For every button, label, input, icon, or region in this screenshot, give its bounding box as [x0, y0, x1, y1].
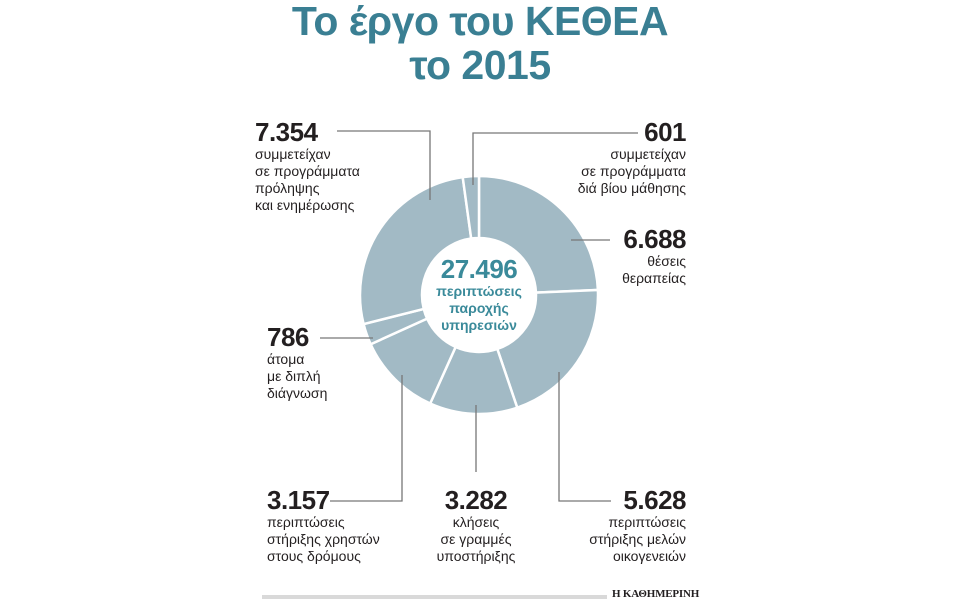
desc: θεραπείας — [622, 270, 686, 286]
desc: διάγνωση — [267, 385, 328, 401]
desc: κλήσεις — [452, 514, 500, 530]
chart-title-line2: το 2015 — [409, 42, 551, 88]
label-dual: 786 άτομα με διπλή διάγνωση — [267, 324, 327, 402]
chart-title-line1: Το έργο του ΚΕΘΕΑ — [291, 0, 669, 44]
donut-slice — [495, 288, 600, 410]
desc: περιπτώσεις — [608, 514, 686, 530]
desc: διά βίου μάθησης — [577, 180, 686, 196]
desc: με διπλή — [267, 368, 321, 384]
label-hotline: 3.282 κλήσεις σε γραμμές υποστήριξης — [416, 487, 536, 565]
desc: σε προγράμματα — [581, 163, 686, 179]
center-line: υπηρεσιών — [441, 317, 517, 333]
desc: θέσεις — [647, 253, 686, 269]
desc: συμμετείχαν — [610, 146, 686, 162]
value: 601 — [644, 117, 686, 147]
desc: και ενημέρωσης — [255, 197, 355, 213]
label-street: 3.157 περιπτώσεις στήριξης χρηστών στους… — [267, 487, 380, 565]
donut-center-label: 27.496 περιπτώσεις παροχής υπηρεσιών — [419, 255, 539, 334]
desc: περιπτώσεις — [267, 514, 345, 530]
value: 3.157 — [267, 485, 330, 515]
donut-slice — [477, 174, 600, 294]
leader-street — [330, 375, 403, 502]
value: 786 — [267, 322, 309, 352]
value: 5.628 — [623, 485, 686, 515]
leader-lines — [320, 130, 638, 502]
value: 7.354 — [255, 117, 318, 147]
donut-slices — [358, 174, 600, 416]
leader-prevention — [337, 130, 431, 200]
desc: στήριξης μελών — [589, 531, 686, 547]
leader-families — [558, 372, 611, 502]
desc: στους δρόμους — [267, 548, 361, 564]
desc: συμμετείχαν — [255, 146, 331, 162]
desc: πρόληψης — [255, 180, 320, 196]
donut-slice — [461, 174, 481, 240]
value: 6.688 — [623, 224, 686, 254]
label-families: 5.628 περιπτώσεις στήριξης μελών οικογεν… — [556, 487, 686, 565]
donut-slice — [358, 175, 473, 326]
desc: σε γραμμές — [440, 531, 512, 547]
desc: υποστήριξης — [436, 548, 516, 564]
label-lifelong: 601 συμμετείχαν σε προγράμματα διά βίου … — [540, 117, 687, 197]
total-value: 27.496 — [440, 254, 518, 284]
label-therapy: 6.688 θέσεις θεραπείας — [586, 226, 686, 287]
label-prevention: 7.354 συμμετείχαν σε προγράμματα πρόληψη… — [255, 119, 360, 214]
publisher-logo: Η ΚΑΘΗΜΕΡΙΝΗ — [612, 588, 700, 600]
value: 3.282 — [444, 485, 508, 515]
footer-divider — [262, 595, 607, 599]
desc: οικογενειών — [612, 548, 686, 564]
center-line: περιπτώσεις — [436, 283, 522, 299]
leader-lifelong — [472, 132, 638, 185]
desc: άτομα — [267, 351, 305, 367]
center-line: παροχής — [449, 300, 509, 316]
desc: σε προγράμματα — [255, 163, 360, 179]
desc: στήριξης χρηστών — [267, 531, 380, 547]
